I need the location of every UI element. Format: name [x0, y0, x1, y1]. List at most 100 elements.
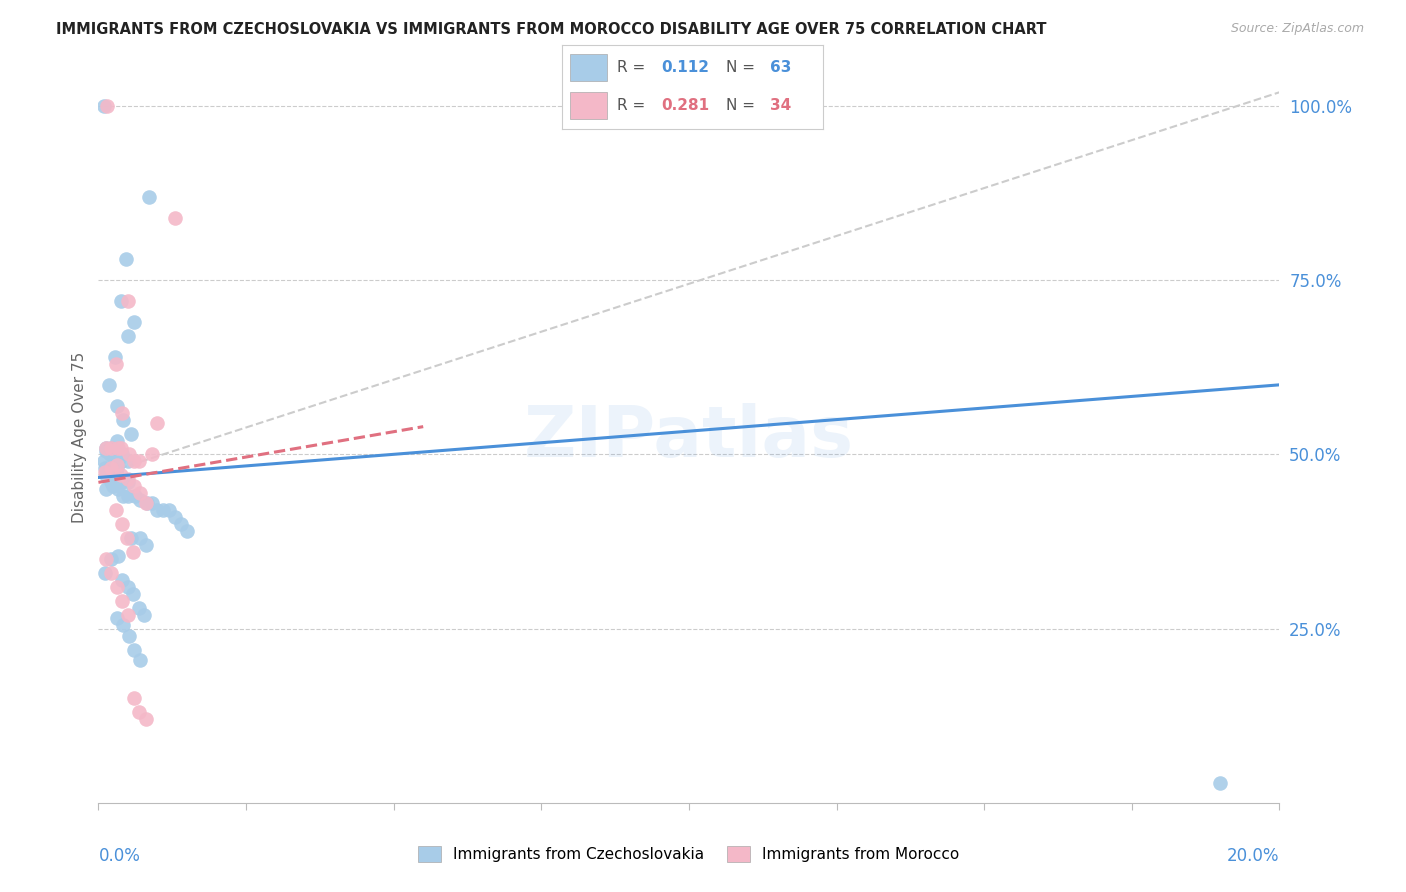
Point — [100, 468, 122, 483]
Point — [170, 517, 193, 532]
Point — [176, 524, 198, 538]
Point — [100, 475, 122, 490]
Point — [105, 357, 128, 371]
Point — [111, 406, 134, 420]
Point — [124, 489, 146, 503]
Point — [93, 454, 115, 468]
Y-axis label: Disability Age Over 75: Disability Age Over 75 — [72, 351, 87, 523]
Point — [128, 600, 150, 615]
Point — [104, 448, 127, 462]
FancyBboxPatch shape — [571, 92, 606, 120]
Point — [100, 441, 122, 455]
Point — [117, 580, 139, 594]
Point — [128, 531, 150, 545]
Text: Source: ZipAtlas.com: Source: ZipAtlas.com — [1230, 22, 1364, 36]
Point — [105, 580, 128, 594]
Point — [117, 294, 139, 309]
Text: ZIPatlas: ZIPatlas — [524, 402, 853, 472]
Point — [117, 454, 139, 468]
Point — [122, 454, 145, 468]
Text: N =: N = — [727, 60, 761, 75]
Point — [122, 642, 145, 657]
Text: 34: 34 — [770, 98, 792, 113]
Point — [105, 434, 128, 448]
Text: IMMIGRANTS FROM CZECHOSLOVAKIA VS IMMIGRANTS FROM MOROCCO DISABILITY AGE OVER 75: IMMIGRANTS FROM CZECHOSLOVAKIA VS IMMIGR… — [56, 22, 1046, 37]
Point — [128, 492, 150, 507]
Text: 63: 63 — [770, 60, 792, 75]
Point — [100, 441, 122, 455]
Point — [94, 441, 117, 455]
Point — [111, 517, 134, 532]
FancyBboxPatch shape — [571, 54, 606, 81]
Point — [111, 489, 134, 503]
Point — [115, 252, 138, 267]
Point — [117, 475, 139, 490]
Point — [128, 454, 150, 468]
Point — [118, 448, 141, 462]
Point — [107, 549, 129, 563]
Point — [100, 552, 122, 566]
Point — [100, 461, 122, 475]
Point — [105, 503, 128, 517]
Point — [112, 412, 135, 426]
Point — [120, 531, 142, 545]
Point — [101, 479, 124, 493]
Point — [152, 503, 174, 517]
Point — [112, 618, 135, 632]
Point — [128, 705, 150, 719]
Text: 0.281: 0.281 — [661, 98, 710, 113]
Point — [157, 503, 180, 517]
Point — [141, 496, 163, 510]
Point — [104, 350, 127, 364]
Point — [98, 461, 121, 475]
Point — [110, 468, 132, 483]
Point — [105, 458, 128, 472]
Point — [165, 510, 187, 524]
Point — [105, 399, 128, 413]
Point — [128, 653, 150, 667]
Text: N =: N = — [727, 98, 761, 113]
Point — [122, 479, 145, 493]
Point — [94, 444, 117, 458]
Legend: Immigrants from Czechoslovakia, Immigrants from Morocco: Immigrants from Czechoslovakia, Immigran… — [412, 840, 966, 868]
Point — [96, 99, 118, 113]
Point — [141, 448, 163, 462]
Point — [110, 441, 132, 455]
Point — [107, 454, 129, 468]
Point — [94, 483, 117, 497]
Point — [135, 538, 157, 552]
Point — [105, 611, 128, 625]
Point — [93, 99, 115, 113]
Text: R =: R = — [617, 60, 650, 75]
Point — [100, 566, 122, 580]
Point — [94, 552, 117, 566]
Point — [135, 496, 157, 510]
Point — [121, 545, 143, 559]
Point — [111, 573, 134, 587]
Point — [107, 441, 129, 455]
Point — [135, 496, 157, 510]
Point — [94, 468, 117, 483]
Point — [117, 629, 139, 643]
Point — [111, 448, 134, 462]
Point — [105, 468, 128, 483]
Point — [94, 441, 117, 455]
Point — [1209, 776, 1232, 790]
Point — [105, 475, 128, 490]
Point — [122, 691, 145, 706]
Point — [135, 712, 157, 726]
Text: 20.0%: 20.0% — [1227, 847, 1279, 864]
Point — [122, 315, 145, 329]
Text: R =: R = — [617, 98, 650, 113]
Point — [94, 566, 117, 580]
Point — [165, 211, 187, 225]
Point — [121, 587, 143, 601]
Point — [115, 531, 138, 545]
Point — [94, 465, 117, 479]
Point — [117, 329, 139, 343]
Point — [107, 483, 129, 497]
Point — [134, 607, 156, 622]
Point — [117, 489, 139, 503]
Point — [128, 485, 150, 500]
Point — [120, 426, 142, 441]
